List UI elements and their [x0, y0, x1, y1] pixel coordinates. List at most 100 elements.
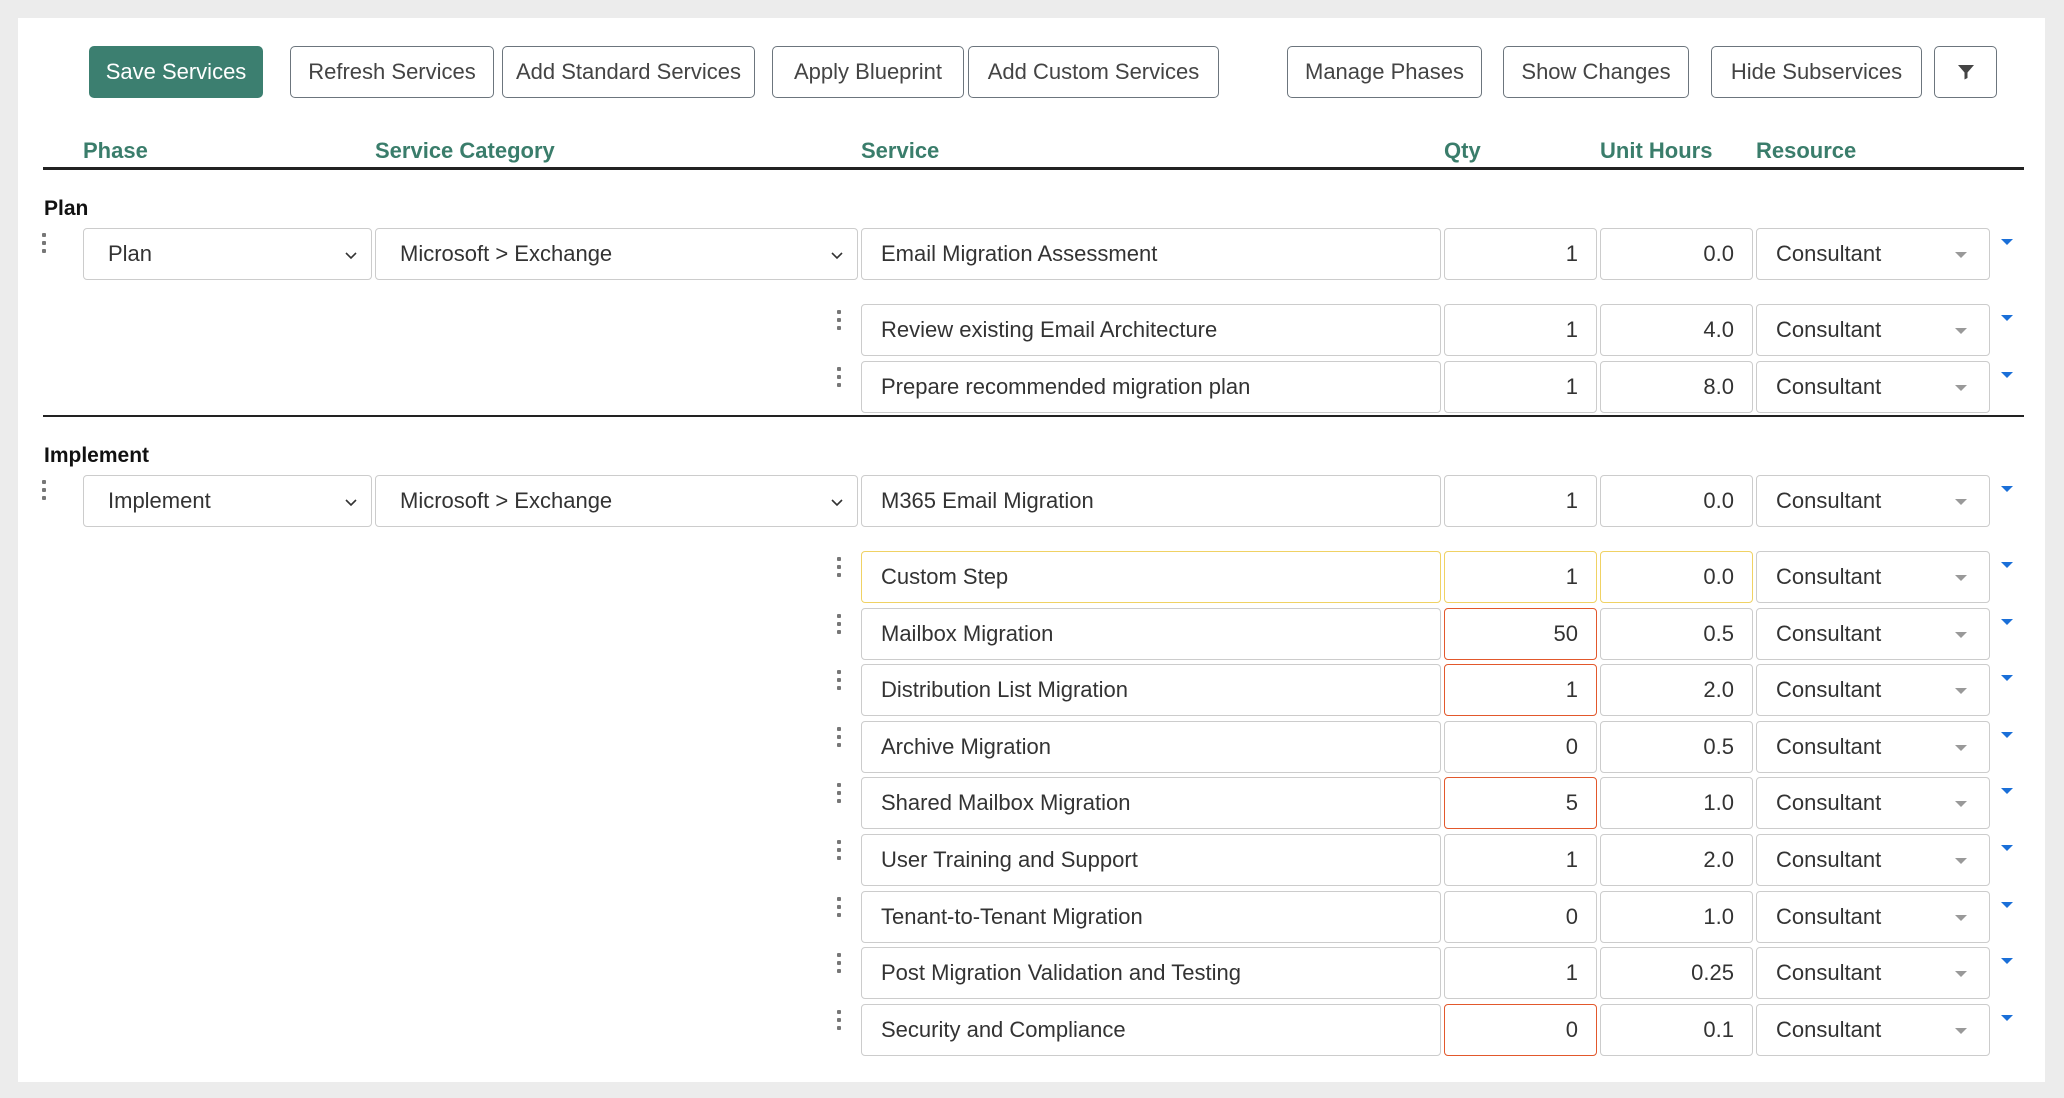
subservice-input[interactable]: Custom Step	[861, 551, 1441, 603]
subservice-resource-select[interactable]: Consultant	[1756, 1004, 1990, 1056]
subservice-qty-input[interactable]: 50	[1444, 608, 1597, 660]
drag-handle[interactable]	[41, 480, 47, 500]
filter-button[interactable]	[1934, 46, 1997, 98]
subservice-input[interactable]: Prepare recommended migration plan	[861, 361, 1441, 413]
resource-select[interactable]: Consultant	[1756, 228, 1990, 280]
subservice-input[interactable]: Archive Migration	[861, 721, 1441, 773]
refresh-services-button[interactable]: Refresh Services	[290, 46, 494, 98]
drag-handle[interactable]	[836, 897, 842, 917]
subservice-resource-select[interactable]: Consultant	[1756, 361, 1990, 413]
add-standard-services-button[interactable]: Add Standard Services	[502, 46, 755, 98]
expand-row-icon[interactable]	[2001, 239, 2013, 245]
subservice-input[interactable]: Shared Mailbox Migration	[861, 777, 1441, 829]
column-header-qty: Qty	[1444, 138, 1481, 163]
subservice-unit-hours-input[interactable]: 0.0	[1600, 551, 1753, 603]
caret-down-icon	[1955, 858, 1967, 864]
subservice-qty-input[interactable]: 1	[1444, 834, 1597, 886]
subservice-unit-hours-input[interactable]: 2.0	[1600, 664, 1753, 716]
caret-down-icon	[1955, 971, 1967, 977]
subservice-qty-input[interactable]: 0	[1444, 891, 1597, 943]
service-category-select[interactable]: Microsoft > Exchange	[375, 475, 858, 527]
expand-row-icon[interactable]	[2001, 788, 2013, 794]
service-input[interactable]: Email Migration Assessment	[861, 228, 1441, 280]
subservice-input[interactable]: Security and Compliance	[861, 1004, 1441, 1056]
expand-row-icon[interactable]	[2001, 675, 2013, 681]
subservice-qty-input[interactable]: 1	[1444, 664, 1597, 716]
header-divider	[43, 167, 2024, 170]
service-input[interactable]: M365 Email Migration	[861, 475, 1441, 527]
apply-blueprint-button[interactable]: Apply Blueprint	[772, 46, 964, 98]
expand-row-icon[interactable]	[2001, 1015, 2013, 1021]
column-header-resource: Resource	[1756, 138, 1857, 163]
subservice-qty-input[interactable]: 5	[1444, 777, 1597, 829]
qty-input[interactable]: 1	[1444, 475, 1597, 527]
subservice-resource-select[interactable]: Consultant	[1756, 551, 1990, 603]
subservice-input[interactable]: Post Migration Validation and Testing	[861, 947, 1441, 999]
subservice-qty-input[interactable]: 1	[1444, 361, 1597, 413]
qty-input[interactable]: 1	[1444, 228, 1597, 280]
chevron-down-icon	[831, 252, 843, 260]
expand-row-icon[interactable]	[2001, 619, 2013, 625]
drag-handle[interactable]	[836, 727, 842, 747]
subservice-unit-hours-input[interactable]: 0.25	[1600, 947, 1753, 999]
resource-value: Consultant	[1776, 677, 1882, 702]
subservice-resource-select[interactable]: Consultant	[1756, 664, 1990, 716]
expand-row-icon[interactable]	[2001, 372, 2013, 378]
subservice-unit-hours-input[interactable]: 4.0	[1600, 304, 1753, 356]
subservice-qty-input[interactable]: 1	[1444, 551, 1597, 603]
subservice-unit-hours-input[interactable]: 0.5	[1600, 721, 1753, 773]
hide-subservices-button[interactable]: Hide Subservices	[1711, 46, 1922, 98]
unit-hours-input[interactable]: 0.0	[1600, 228, 1753, 280]
subservice-qty-input[interactable]: 0	[1444, 721, 1597, 773]
drag-handle[interactable]	[836, 953, 842, 973]
expand-row-icon[interactable]	[2001, 902, 2013, 908]
expand-row-icon[interactable]	[2001, 562, 2013, 568]
show-changes-button[interactable]: Show Changes	[1503, 46, 1689, 98]
subservice-resource-select[interactable]: Consultant	[1756, 947, 1990, 999]
subservice-input[interactable]: Distribution List Migration	[861, 664, 1441, 716]
subservice-input[interactable]: Review existing Email Architecture	[861, 304, 1441, 356]
subservice-resource-select[interactable]: Consultant	[1756, 608, 1990, 660]
add-custom-services-button[interactable]: Add Custom Services	[968, 46, 1219, 98]
phase-select[interactable]: Implement	[83, 475, 372, 527]
expand-row-icon[interactable]	[2001, 732, 2013, 738]
manage-phases-button[interactable]: Manage Phases	[1287, 46, 1482, 98]
subservice-unit-hours-input[interactable]: 2.0	[1600, 834, 1753, 886]
drag-handle[interactable]	[836, 783, 842, 803]
subservice-resource-select[interactable]: Consultant	[1756, 777, 1990, 829]
drag-handle[interactable]	[836, 1010, 842, 1030]
subservice-unit-hours-input[interactable]: 0.1	[1600, 1004, 1753, 1056]
subservice-qty-input[interactable]: 0	[1444, 1004, 1597, 1056]
expand-row-icon[interactable]	[2001, 845, 2013, 851]
column-header-service: Service	[861, 138, 940, 163]
subservice-unit-hours-input[interactable]: 1.0	[1600, 777, 1753, 829]
subservice-qty-input[interactable]: 1	[1444, 947, 1597, 999]
subservice-resource-select[interactable]: Consultant	[1756, 304, 1990, 356]
save-services-button[interactable]: Save Services	[89, 46, 263, 98]
drag-handle[interactable]	[836, 670, 842, 690]
subservice-resource-select[interactable]: Consultant	[1756, 834, 1990, 886]
subservice-input[interactable]: User Training and Support	[861, 834, 1441, 886]
subservice-resource-select[interactable]: Consultant	[1756, 891, 1990, 943]
subservice-input[interactable]: Tenant-to-Tenant Migration	[861, 891, 1441, 943]
drag-handle[interactable]	[836, 367, 842, 387]
subservice-resource-select[interactable]: Consultant	[1756, 721, 1990, 773]
drag-handle[interactable]	[836, 310, 842, 330]
resource-value: Consultant	[1776, 847, 1882, 872]
resource-select[interactable]: Consultant	[1756, 475, 1990, 527]
expand-row-icon[interactable]	[2001, 315, 2013, 321]
service-category-select[interactable]: Microsoft > Exchange	[375, 228, 858, 280]
subservice-unit-hours-input[interactable]: 0.5	[1600, 608, 1753, 660]
expand-row-icon[interactable]	[2001, 958, 2013, 964]
subservice-unit-hours-input[interactable]: 1.0	[1600, 891, 1753, 943]
drag-handle[interactable]	[41, 233, 47, 253]
subservice-qty-input[interactable]: 1	[1444, 304, 1597, 356]
expand-row-icon[interactable]	[2001, 486, 2013, 492]
drag-handle[interactable]	[836, 557, 842, 577]
phase-select[interactable]: Plan	[83, 228, 372, 280]
unit-hours-input[interactable]: 0.0	[1600, 475, 1753, 527]
drag-handle[interactable]	[836, 614, 842, 634]
subservice-unit-hours-input[interactable]: 8.0	[1600, 361, 1753, 413]
drag-handle[interactable]	[836, 840, 842, 860]
subservice-input[interactable]: Mailbox Migration	[861, 608, 1441, 660]
